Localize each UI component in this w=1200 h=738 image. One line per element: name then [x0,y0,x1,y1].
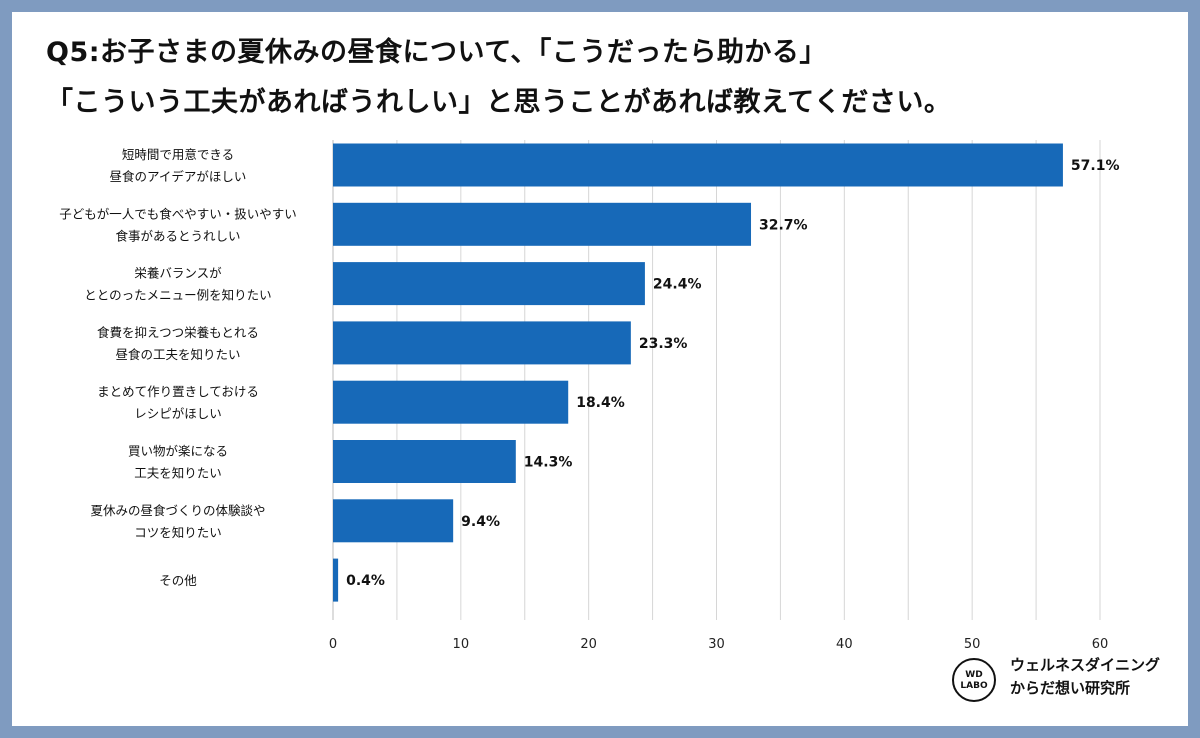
bar [333,499,454,543]
bar [333,202,752,246]
wd-labo-logo: WD LABO ウェルネスダイニング からだ想い研究所 [948,648,1168,718]
category-label: 買い物が楽になる工夫を知りたい [128,444,228,481]
value-label: 14.3% [524,455,573,471]
bar [333,262,645,306]
value-label: 9.4% [461,514,500,530]
chart-card [12,12,1188,726]
logo-badge: WD LABO [952,658,996,702]
category-label: まとめて作り置きしておけるレシピがほしい [97,384,259,421]
x-tick-label: 40 [836,637,853,652]
logo-text-line2: からだ想い研究所 [1010,679,1131,697]
logo-badge-line2: LABO [960,681,988,691]
category-label: その他 [159,573,197,588]
logo-badge-line1: WD [965,670,983,680]
category-label: 夏休みの昼食づくりの体験談やコツを知りたい [90,503,265,540]
x-tick-label: 20 [580,637,597,652]
category-label: 食費を抑えつつ栄養もとれる昼食の工夫を知りたい [97,325,259,362]
logo-text: ウェルネスダイニング からだ想い研究所 [1010,654,1160,700]
value-label: 32.7% [759,217,808,233]
x-tick-label: 0 [329,637,337,652]
bar [333,321,631,365]
category-labels: 短時間で用意できる昼食のアイデアがほしい子どもが一人でも食べやすい・扱いやすい食… [59,147,297,588]
x-tick-label: 10 [453,637,470,652]
bar [333,380,569,424]
category-label: 栄養バランスがととのったメニュー例を知りたい [84,266,271,303]
x-tick-label: 60 [1092,637,1109,652]
category-label: 短時間で用意できる昼食のアイデアがほしい [110,147,247,184]
logo-text-line1: ウェルネスダイニング [1010,656,1161,674]
value-labels: 57.1% 32.7% 24.4% 23.3% 18.4% 14.3% 9.4% 0.4% [346,158,1119,589]
value-label: 23.3% [639,336,688,352]
value-label: 0.4% [346,573,385,589]
bars [333,143,1063,602]
bar [333,440,516,483]
value-label: 24.4% [653,277,702,293]
category-label: 子どもが一人でも食べやすい・扱いやすい食事があるとうれしい [59,206,297,243]
bar [333,558,339,602]
chart-title: Q5:お子さまの夏休みの昼食について、「こうだったら助かる」 「こういう工夫があ… [46,37,952,118]
value-label: 18.4% [576,395,625,411]
x-axis-ticks: 0 10 20 30 40 50 60 [329,637,1108,652]
x-tick-label: 50 [964,637,981,652]
x-tick-label: 30 [708,637,725,652]
value-label: 57.1% [1071,158,1120,174]
bar [333,143,1063,187]
